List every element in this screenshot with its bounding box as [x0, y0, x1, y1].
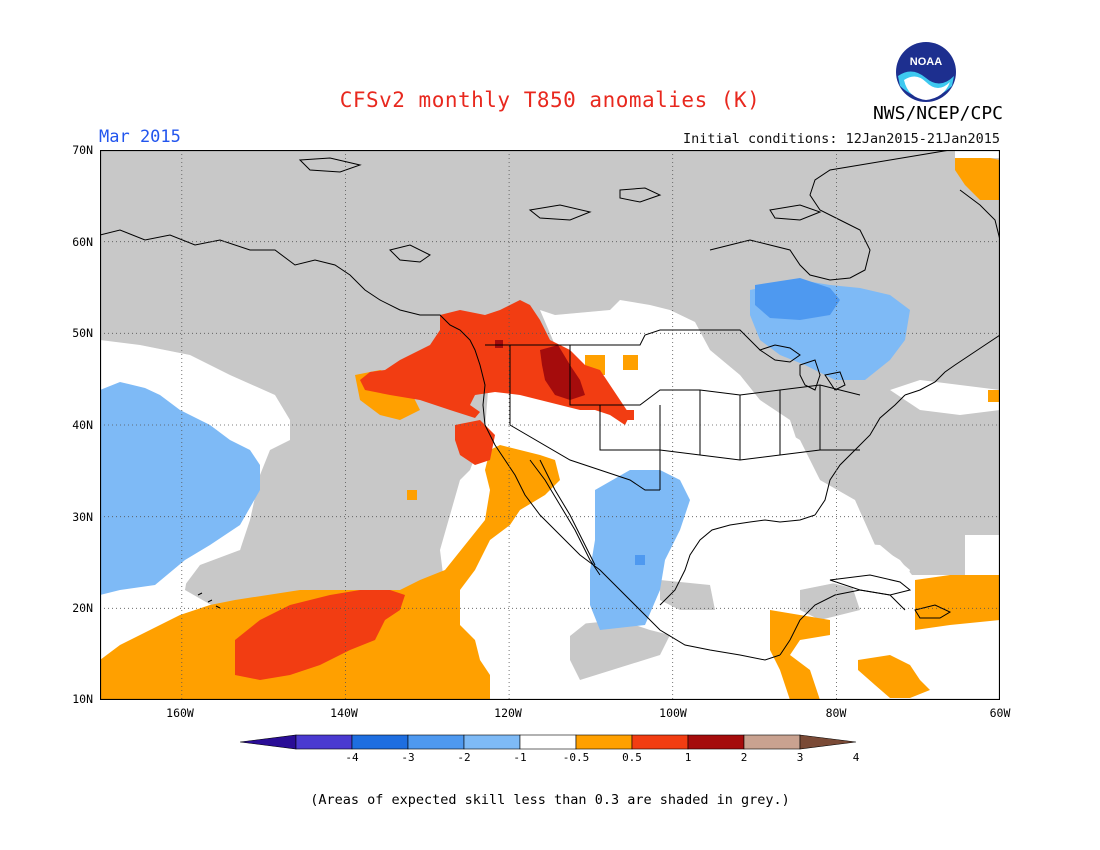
skill-note: (Areas of expected skill less than 0.3 a… — [310, 792, 790, 808]
colorbar-box — [295, 734, 353, 750]
colorbar-box — [351, 734, 409, 750]
map-title: CFSv2 monthly T850 anomalies (K) — [339, 88, 761, 112]
organization-label: NWS/NCEP/CPC — [872, 103, 1003, 124]
lat-label: 50N — [72, 326, 93, 340]
lon-label: 60W — [989, 706, 1011, 720]
lat-label: 20N — [72, 601, 93, 615]
colorbar-tick-label: 0.5 — [622, 751, 642, 764]
colorbar-tick-label: -0.5 — [562, 751, 590, 764]
coastlines — [100, 150, 1000, 661]
lon-label: 120W — [494, 706, 522, 720]
lat-label: 30N — [72, 510, 93, 524]
colorbar-tick-label: 4 — [852, 751, 860, 764]
colorbar-box — [407, 734, 465, 750]
colorbar-tick-label: 2 — [740, 751, 748, 764]
colorbar — [240, 734, 857, 750]
anomaly-map — [100, 150, 1000, 700]
colorbar-tick-label: -2 — [457, 751, 471, 764]
noaa-logo-text: NOAA — [910, 56, 942, 68]
colorbar-tick-label: -4 — [345, 751, 359, 764]
colorbar-max-arrow — [799, 734, 857, 750]
lat-label: 40N — [72, 418, 93, 432]
lon-label: 100W — [659, 706, 687, 720]
colorbar-box — [463, 734, 521, 750]
initial-conditions: Initial conditions: 12Jan2015-21Jan2015 — [683, 131, 1000, 147]
colorbar-box — [631, 734, 689, 750]
cold-anomaly-regions — [635, 278, 840, 565]
colorbar-box — [687, 734, 745, 750]
lon-label: 140W — [330, 706, 358, 720]
lat-label: 70N — [72, 143, 93, 157]
forecast-month: Mar 2015 — [99, 127, 181, 147]
lon-label: 80W — [825, 706, 847, 720]
colorbar-box — [575, 734, 633, 750]
noaa-logo: NOAA — [894, 40, 958, 108]
lat-label: 60N — [72, 235, 93, 249]
colorbar-tick-label: -3 — [401, 751, 415, 764]
colorbar-box — [743, 734, 801, 750]
colorbar-tick-label: 3 — [796, 751, 804, 764]
colorbar-tick-label: 1 — [684, 751, 692, 764]
very-strong-warm-anomaly-regions — [495, 340, 585, 400]
low-skill-grey-regions — [100, 150, 1000, 680]
map-frame — [100, 150, 1000, 700]
colorbar-box — [519, 734, 577, 750]
lat-label: 10N — [72, 692, 93, 706]
colorbar-tick-label: -1 — [513, 751, 527, 764]
colorbar-min-arrow — [240, 734, 297, 750]
lon-label: 160W — [166, 706, 194, 720]
